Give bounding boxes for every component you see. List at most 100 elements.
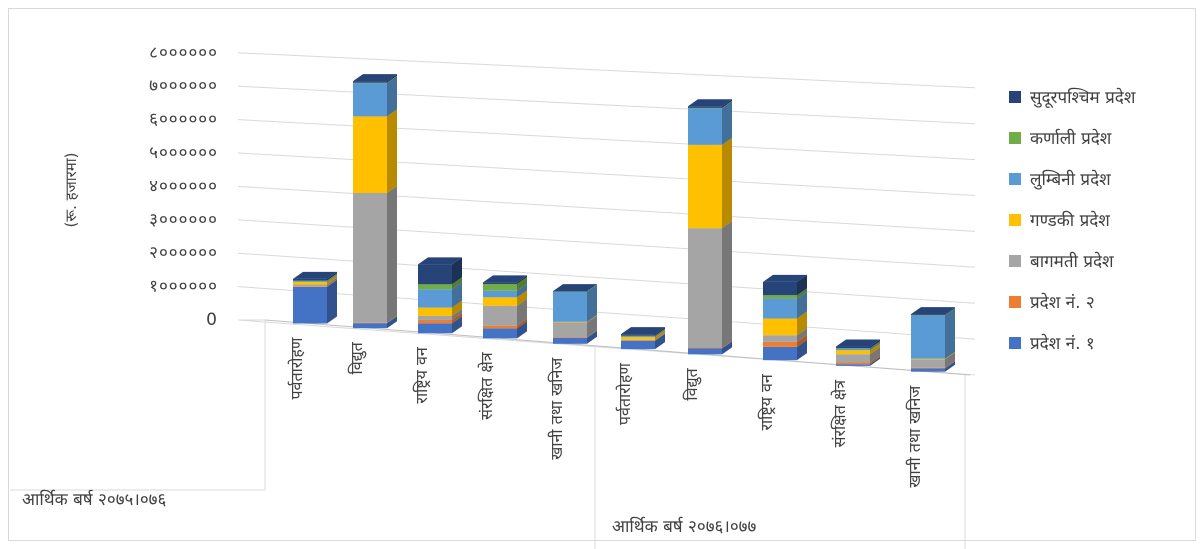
bar-segment (621, 333, 665, 350)
bar-side (797, 288, 807, 299)
bar-side (327, 279, 337, 324)
legend-item: गण्डकी प्रदेश (1009, 210, 1110, 231)
bar-face (353, 116, 387, 193)
legend-swatch (1009, 91, 1021, 103)
legend: सुदूरपश्चिम प्रदेश कर्णाली प्रदेश लुम्बिनी… (1009, 87, 1136, 354)
bar-face (418, 307, 452, 316)
legend-swatch (1009, 132, 1021, 144)
bar-face (483, 297, 517, 306)
legend-item: सुदूरपश्चिम प्रदेश (1009, 87, 1136, 108)
category-labels: पर्वतारोहण विद्युत राष्ट्रिय वन संरक्षित क्… (22, 337, 924, 537)
bar-segment (418, 316, 462, 334)
bar-side (327, 273, 337, 282)
legend-item: कर्णाली प्रदेश (1009, 128, 1112, 149)
bar-face (483, 305, 517, 326)
bar-side (327, 279, 337, 287)
bar-side (587, 284, 597, 322)
bar-segment (418, 308, 462, 320)
bar-side (870, 341, 880, 349)
bar-face (553, 291, 587, 322)
bar-face (553, 322, 587, 338)
bar-segment (688, 221, 732, 348)
gridline (237, 185, 976, 232)
y-tick-label: 0 (206, 310, 218, 330)
bar-side (797, 311, 807, 336)
y-tick-label: ४०००००० (149, 176, 218, 196)
bar-face (418, 284, 452, 290)
bar-face (621, 335, 655, 337)
y-tick-label: २०००००० (149, 243, 218, 263)
bar-side (452, 277, 462, 290)
legend-label: कर्णाली प्रदेश (1030, 128, 1112, 149)
category-label: संरक्षित क्षेत्र (830, 379, 849, 448)
bar-side (587, 330, 597, 344)
bar-side (452, 312, 462, 324)
bar-side (722, 340, 732, 349)
bar-side (870, 341, 880, 351)
gridline (237, 52, 976, 89)
bar-segment (763, 328, 807, 342)
bar-segment (353, 315, 397, 324)
legend-swatch (1009, 214, 1021, 226)
gridline (237, 152, 976, 196)
bar-side (387, 316, 397, 329)
gridline (237, 85, 976, 125)
y-tick-label: ८०००००० (149, 43, 218, 63)
bar-face (483, 325, 517, 329)
bar-face (836, 354, 870, 363)
y-tick-label: ६०००००० (149, 110, 218, 130)
legend-label: लुम्बिनी प्रदेश (1030, 169, 1111, 190)
bar-segment (836, 341, 880, 349)
bar-segment (483, 283, 527, 298)
bar-side (655, 329, 665, 338)
legend-item: प्रदेश नं. १ (1009, 333, 1095, 354)
bar-side (655, 332, 665, 341)
bar-side (945, 308, 955, 359)
bar-segment (418, 300, 462, 316)
bar-segment (763, 334, 807, 347)
bar-segment (553, 315, 597, 338)
group-label: आर्थिक बर्ष २०७५।०७६ (22, 489, 167, 510)
bar-segment (688, 137, 732, 229)
bar-face (836, 348, 870, 351)
bar-segment (483, 277, 527, 291)
bar-side (797, 334, 807, 347)
bar-face (418, 315, 452, 320)
legend-item: प्रदेश नं. २ (1009, 292, 1095, 313)
bar-face (688, 107, 722, 109)
bar-top (836, 339, 880, 347)
bar-side (797, 328, 807, 342)
bar-side (387, 76, 397, 117)
bar-segment (293, 277, 337, 287)
category-label: खानी तथा खनिज (905, 385, 924, 488)
bar-side (870, 347, 880, 363)
bar-segment (911, 361, 955, 372)
bar-segment (553, 330, 597, 344)
bar-segment (353, 76, 397, 117)
category-label: पर्वतारोहण (287, 337, 306, 399)
bar-segment (483, 318, 527, 329)
category-label: राष्ट्रिय वन (757, 373, 776, 430)
bar-face (688, 108, 722, 145)
bar-segment (553, 284, 597, 322)
bar-segment (836, 341, 880, 351)
bar-segment (483, 298, 527, 326)
bar-face (483, 282, 517, 285)
category-label: राष्ट्रिय वन (412, 346, 431, 403)
bar-segment (836, 355, 880, 365)
bar-segment (688, 340, 732, 349)
bar-side (517, 290, 527, 306)
bar-top (553, 284, 597, 292)
bar-side (945, 360, 955, 369)
bar-face (621, 334, 655, 336)
bar-face (353, 82, 387, 84)
legend-swatch (1009, 255, 1021, 267)
bar-segment (293, 273, 337, 282)
bar-side (870, 339, 880, 349)
bar-face (418, 319, 452, 324)
bar-segment (763, 274, 807, 296)
gridline (237, 252, 976, 304)
bar-side (517, 298, 527, 326)
bar-side (452, 308, 462, 320)
